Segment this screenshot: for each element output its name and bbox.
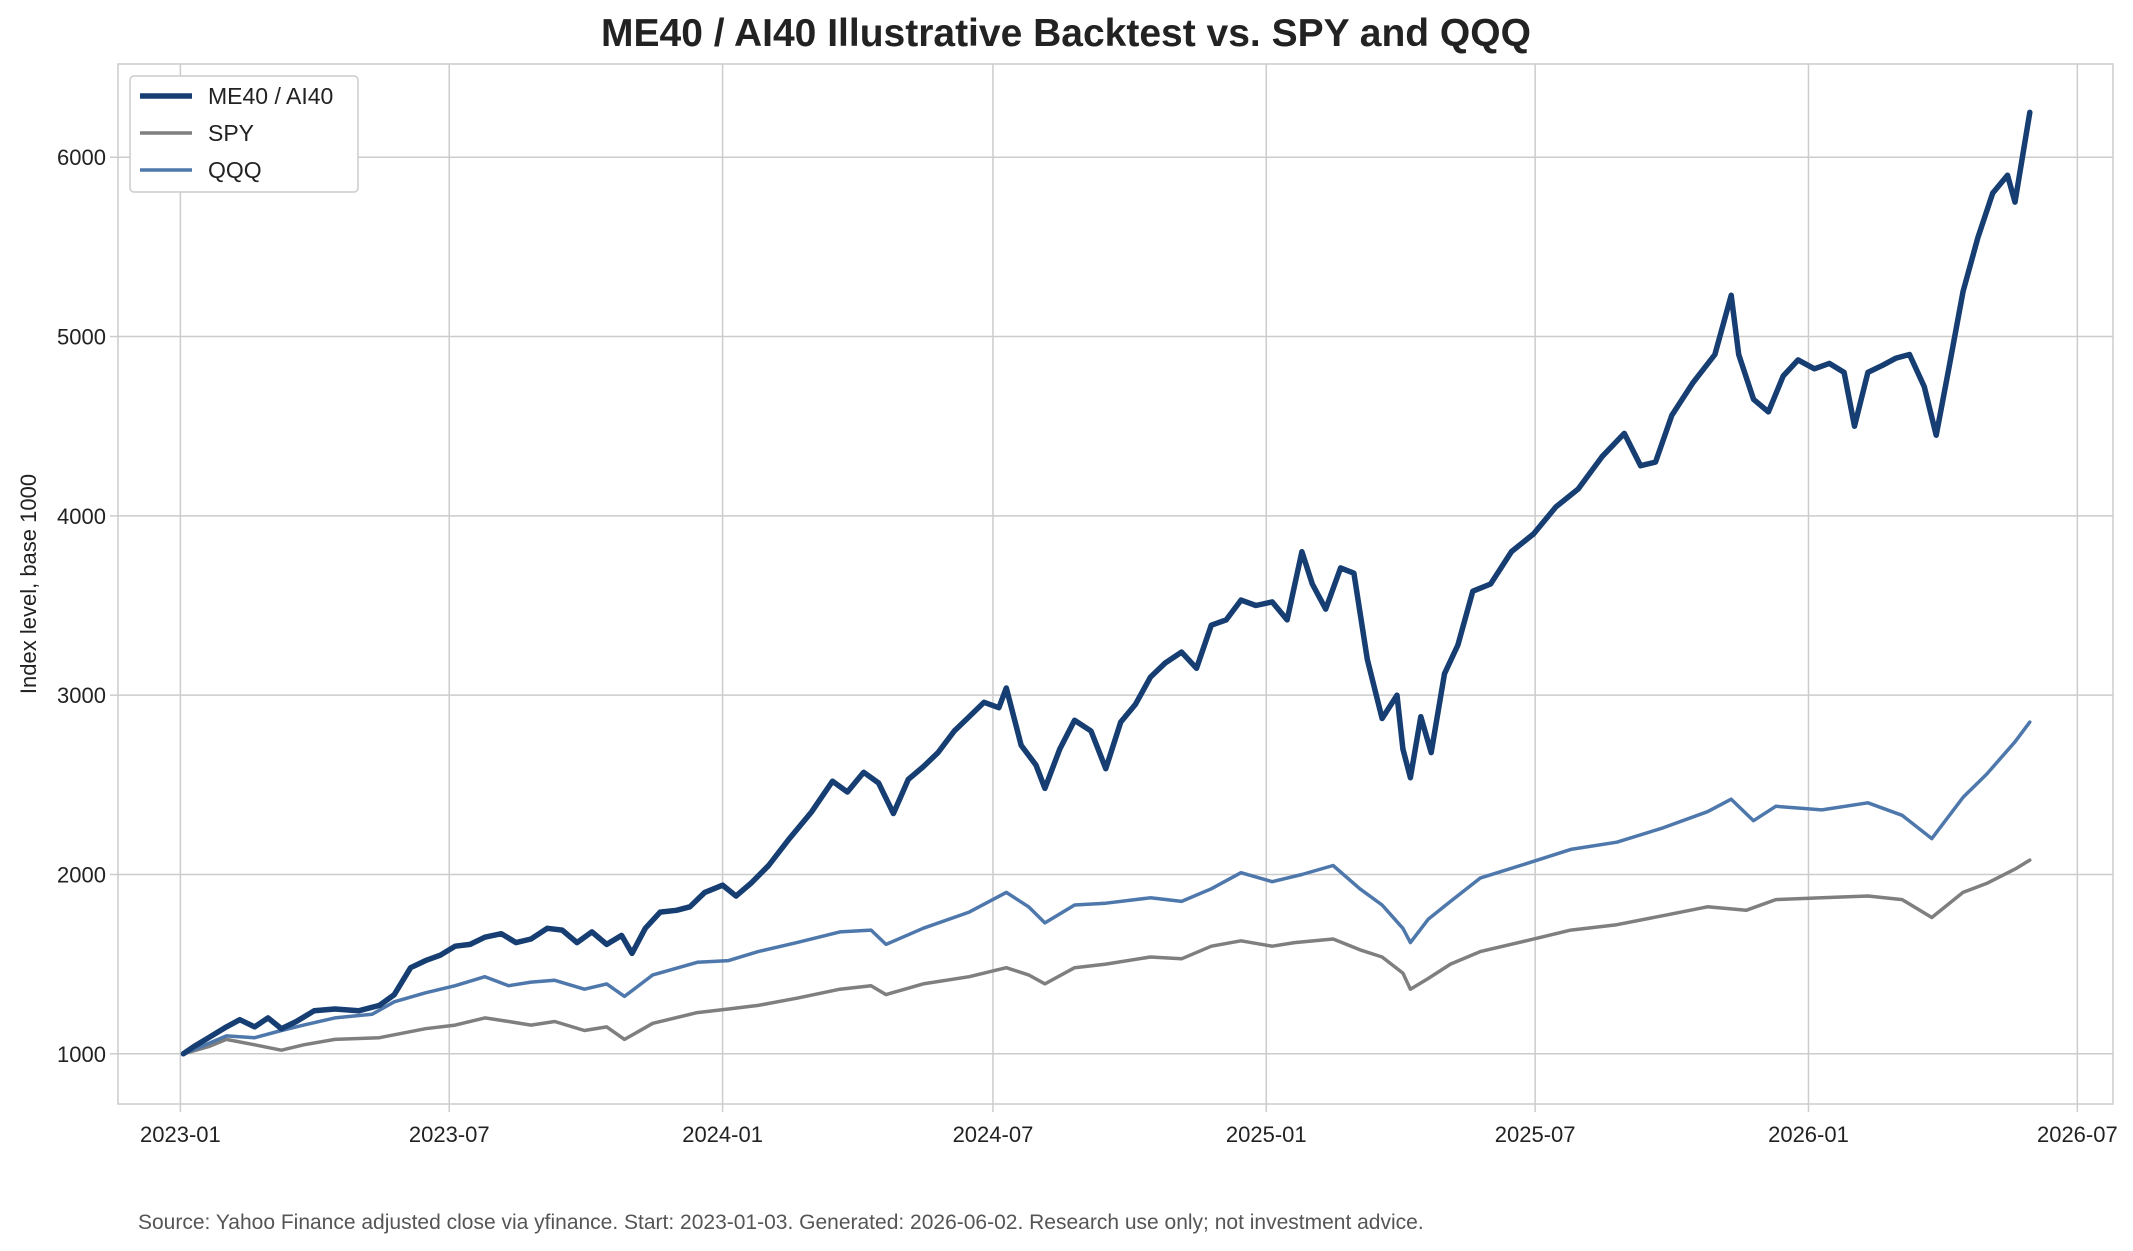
y-axis: 1000 2000 3000 4000 5000 6000	[57, 145, 118, 1067]
x-tick-label: 2025-07	[1495, 1122, 1576, 1147]
x-tick-label: 2025-01	[1226, 1122, 1307, 1147]
y-tick-label: 1000	[57, 1042, 106, 1067]
series-line-qqq	[181, 720, 2032, 1056]
series-layer	[180, 109, 2033, 1057]
y-tick-label: 6000	[57, 145, 106, 170]
x-tick-label: 2026-07	[2037, 1122, 2118, 1147]
legend-label: ME40 / AI40	[208, 83, 333, 109]
y-tick-label: 5000	[57, 325, 106, 350]
x-axis: 2023-01 2023-07 2024-01 2024-07 2025-01 2025-…	[140, 1104, 2118, 1147]
x-tick-label: 2024-07	[953, 1122, 1034, 1147]
x-tick-label: 2023-07	[409, 1122, 490, 1147]
y-tick-label: 3000	[57, 683, 106, 708]
grid-lines	[118, 64, 2113, 1104]
x-tick-label: 2024-01	[682, 1122, 763, 1147]
plot-frame	[117, 63, 2114, 1105]
legend-box	[129, 75, 359, 193]
series-line-me40-ai40	[180, 109, 2033, 1057]
y-axis-label: Index level, base 1000	[16, 474, 41, 694]
chart-title: ME40 / AI40 Illustrative Backtest vs. SP…	[601, 12, 1531, 55]
x-tick-label: 2023-01	[140, 1122, 221, 1147]
source-footnote: Source: Yahoo Finance adjusted close via…	[138, 1211, 1424, 1234]
plot-background	[118, 64, 2113, 1104]
y-tick-label: 2000	[57, 862, 106, 887]
series-line-spy	[181, 858, 2032, 1056]
legend-label: QQQ	[208, 157, 262, 183]
y-tick-label: 4000	[57, 504, 106, 529]
legend-label: SPY	[208, 120, 254, 146]
legend: ME40 / AI40 SPY QQQ	[129, 75, 359, 193]
x-tick-label: 2026-01	[1768, 1122, 1849, 1147]
